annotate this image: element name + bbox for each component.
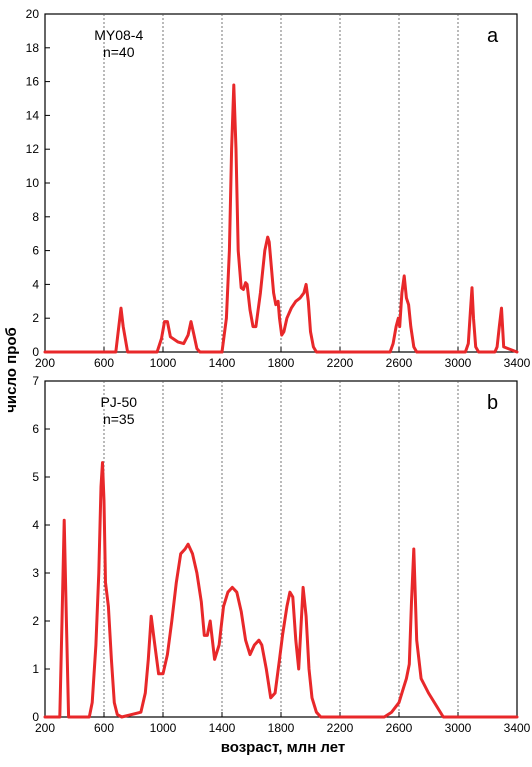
y-axis-label: число проб — [3, 327, 20, 413]
x-axis-label: возраст, млн лет — [221, 739, 346, 756]
panel-b-x-tick-label: 1800 — [268, 721, 295, 735]
panel-a-y-tick-label: 6 — [32, 244, 39, 258]
panel-b-vertical-gridlines — [103, 381, 459, 717]
panel-b-x-tick-label: 1000 — [150, 721, 177, 735]
panel-b-y-tick-label: 4 — [32, 518, 39, 532]
panel-b-x-tick-label: 3000 — [445, 721, 472, 735]
panel-a-y-tick-label: 2 — [32, 311, 39, 325]
panel-a-x-tick-label: 200 — [35, 356, 55, 370]
panel-a-y-tick-label: 18 — [26, 41, 40, 55]
panel-b-x-tick-label: 3400 — [504, 721, 531, 735]
panel-a-y-tick-label: 12 — [26, 142, 40, 156]
panel-a-y-tick-label: 8 — [32, 210, 39, 224]
panel-a-age-distribution-curve — [43, 83, 519, 354]
panel-b-y-tick-label: 3 — [32, 566, 39, 580]
panel-a-x-tick-label: 2600 — [386, 356, 413, 370]
panel-a-y-tick-label: 10 — [26, 176, 40, 190]
panel-b-x-ticks: 200 600 1000 1400 1800 2200 2600 3000 3400 — [35, 712, 531, 735]
panel-a-y-tick-label: 14 — [26, 108, 40, 122]
panel-a-y-tick-label: 0 — [32, 345, 39, 359]
panel-b-x-tick-label: 2200 — [327, 721, 354, 735]
panel-b: 0 1 2 3 4 5 6 7 200 600 1000 1400 1800 2200 2600 3000 3… — [32, 374, 530, 735]
panel-a-letter: a — [487, 25, 499, 47]
panel-a-x-tick-label: 3400 — [504, 356, 531, 370]
panel-a-sample-label: MY08-4 — [94, 27, 143, 43]
panel-b-y-tick-label: 1 — [32, 662, 39, 676]
panel-a-y-tick-label: 4 — [32, 277, 39, 291]
panel-b-y-tick-label: 6 — [32, 422, 39, 436]
panel-b-n-label: n=35 — [103, 411, 135, 427]
panel-b-x-tick-label: 600 — [94, 721, 114, 735]
panel-b-age-distribution-curve — [43, 461, 519, 719]
panel-a-x-ticks: 200 600 1000 1400 1800 2200 2600 3000 3400 — [35, 347, 531, 370]
panel-a-x-tick-label: 600 — [94, 356, 114, 370]
panel-a-x-tick-label: 1400 — [209, 356, 236, 370]
panel-a-y-ticks: 0 2 4 6 8 10 12 14 16 18 20 — [26, 7, 50, 359]
panel-a-vertical-gridlines — [103, 14, 459, 352]
panel-a-y-tick-label: 20 — [26, 7, 40, 21]
panel-a: 0 2 4 6 8 10 12 14 16 18 20 200 600 1000 1400 1800 2200… — [26, 7, 531, 370]
panel-b-y-tick-label: 0 — [32, 710, 39, 724]
panel-b-y-ticks: 0 1 2 3 4 5 6 7 — [32, 374, 50, 724]
panel-b-y-tick-label: 7 — [32, 374, 39, 388]
panel-a-n-label: n=40 — [103, 44, 135, 60]
panel-b-x-tick-label: 200 — [35, 721, 55, 735]
panel-b-x-tick-label: 2600 — [386, 721, 413, 735]
panel-a-x-tick-label: 1800 — [268, 356, 295, 370]
panel-b-y-tick-label: 2 — [32, 614, 39, 628]
panel-b-y-tick-label: 5 — [32, 470, 39, 484]
panel-a-y-tick-label: 16 — [26, 75, 40, 89]
panel-b-x-tick-label: 1400 — [209, 721, 236, 735]
panel-a-x-tick-label: 1000 — [150, 356, 177, 370]
panel-a-x-tick-label: 3000 — [445, 356, 472, 370]
panel-a-x-tick-label: 2200 — [327, 356, 354, 370]
panel-b-sample-label: PJ-50 — [100, 394, 137, 410]
panel-b-letter: b — [487, 392, 498, 414]
